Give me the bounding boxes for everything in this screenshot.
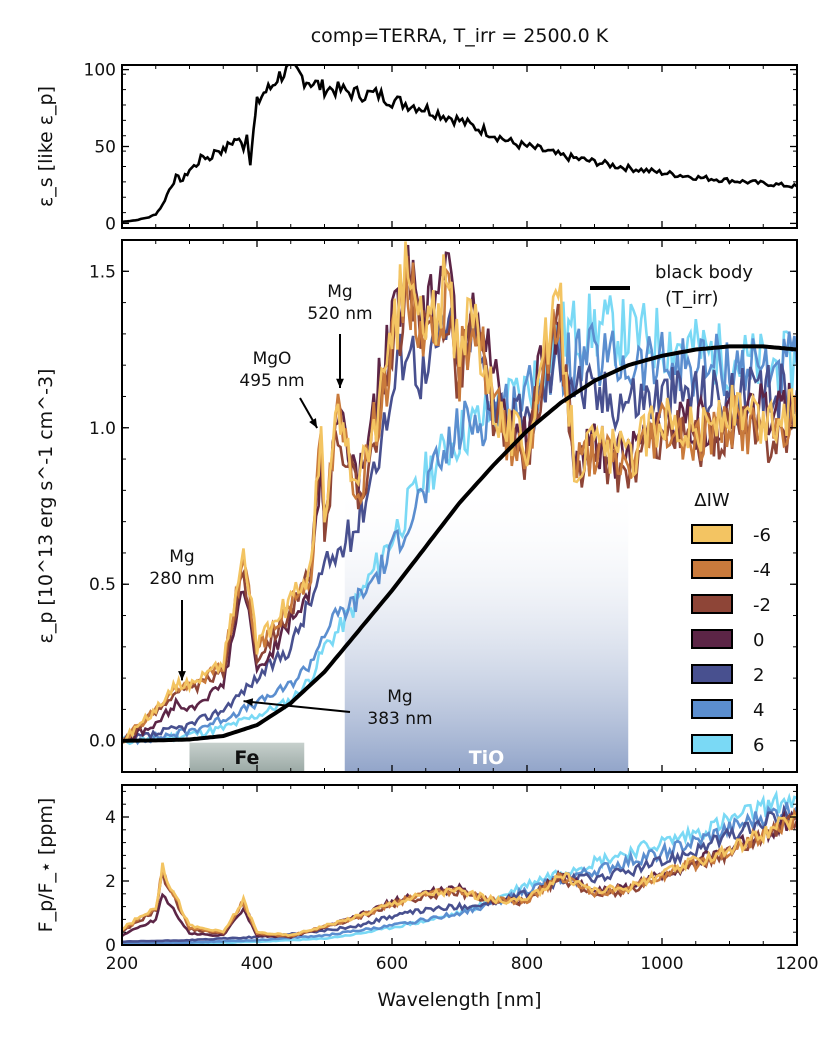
chart-title: comp=TERRA, T_irr = 2500.0 K <box>311 25 609 47</box>
top-axes-frame <box>121 64 798 229</box>
bottom-series-line-diw-2 <box>122 804 797 944</box>
annot-mg520-line1: Mg <box>327 282 352 302</box>
bottom-axes-frame <box>121 784 798 946</box>
annot-mgo495-line1: MgO <box>253 349 292 369</box>
xtick-label: 800 <box>511 954 543 974</box>
main-ylabel: ε_p [10^13 erg s^-1 cm^-3] <box>35 369 57 644</box>
bottom-ylabel: F_p/F_⋆ [ppm] <box>35 798 57 933</box>
main-ytick-label: 0.0 <box>89 732 116 752</box>
top-ytick-label: 0 <box>105 214 116 234</box>
annot-mg280-line2: 280 nm <box>149 569 214 589</box>
top-ytick-label: 100 <box>84 61 116 81</box>
band-tio-label: TiO <box>469 747 505 769</box>
bottom-ytick-label: 4 <box>105 808 116 828</box>
annot-mg383-line2: 383 nm <box>367 709 432 729</box>
xtick-label: 200 <box>106 954 138 974</box>
xtick-label: 1000 <box>640 954 683 974</box>
annot-mg383-line1: Mg <box>387 687 412 707</box>
legend-blackbody-label: black body <box>655 262 753 283</box>
annot-mgo495-line2: 495 nm <box>239 371 304 391</box>
main-ytick-label: 1.0 <box>89 419 116 439</box>
annot-mg280-arrow-head <box>178 671 186 681</box>
legend-label-0: 0 <box>753 630 764 651</box>
legend-swatch--6 <box>691 524 733 544</box>
series-line-diw--6 <box>122 241 797 744</box>
top-ytick-label: 50 <box>94 138 116 158</box>
legend-label-4: 4 <box>753 700 764 721</box>
annot-mgo495-arrow-head <box>309 418 318 429</box>
annot-mg520-arrow-head <box>336 378 344 388</box>
legend-label--2: -2 <box>753 595 771 616</box>
main-ytick-label: 0.5 <box>89 575 116 595</box>
main-axes-frame <box>121 239 798 773</box>
xtick-label: 1200 <box>775 954 818 974</box>
main-ytick-label: 1.5 <box>89 262 116 282</box>
annot-mg280-line1: Mg <box>169 547 194 567</box>
annot-mg383-arrow-head <box>243 698 254 706</box>
legend-blackbody-sublabel: (T_irr) <box>665 288 719 309</box>
bottom-ytick-label: 0 <box>105 936 116 956</box>
x-axis-label: Wavelength [nm] <box>377 989 541 1011</box>
bottom-series-line-diw--6 <box>122 814 797 937</box>
series-line-eps-s <box>122 65 797 224</box>
top-ylabel: ε_s [like ε_p] <box>35 86 57 207</box>
band-fe <box>189 742 305 772</box>
series-line-blackbody <box>122 344 797 743</box>
legend-swatch-6 <box>691 734 733 754</box>
xtick-label: 600 <box>376 954 408 974</box>
series-line-diw-4 <box>122 321 797 746</box>
legend-title: ΔIW <box>694 490 730 511</box>
legend-label--6: -6 <box>753 525 771 546</box>
legend-swatch--2 <box>691 594 733 614</box>
bottom-series-line-diw-4 <box>122 802 797 945</box>
band-fe-label: Fe <box>234 747 259 769</box>
legend-swatch-2 <box>691 664 733 684</box>
legend-swatch-0 <box>691 629 733 649</box>
legend-label-2: 2 <box>753 665 764 686</box>
annot-mg520-line2: 520 nm <box>307 304 372 324</box>
legend-swatch-4 <box>691 699 733 719</box>
bottom-ytick-label: 2 <box>105 872 116 892</box>
legend-label-6: 6 <box>753 735 764 756</box>
band-tio <box>344 484 629 772</box>
legend-label--4: -4 <box>753 560 771 581</box>
legend-swatch--4 <box>691 559 733 579</box>
xtick-label: 400 <box>241 954 273 974</box>
annot-mg383-arrow-shaft <box>243 700 351 713</box>
